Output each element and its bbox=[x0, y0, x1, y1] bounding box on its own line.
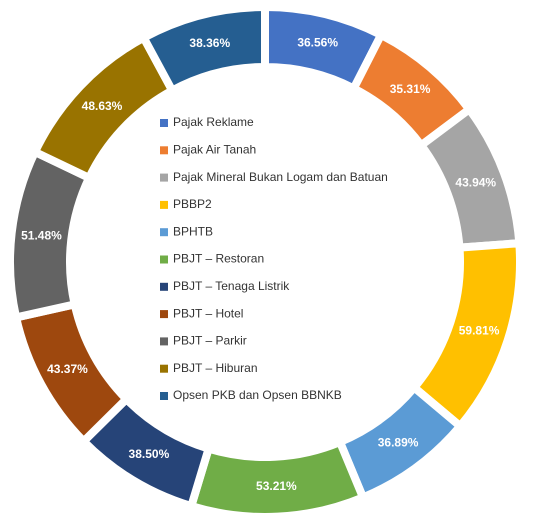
legend-label: BPHTB bbox=[173, 224, 213, 238]
legend-swatch bbox=[160, 392, 168, 400]
value-label: 38.50% bbox=[129, 447, 170, 461]
legend-label: Pajak Mineral Bukan Logam dan Batuan bbox=[173, 170, 388, 184]
legend-swatch bbox=[160, 255, 168, 264]
value-label: 36.56% bbox=[297, 35, 338, 49]
legend-swatch bbox=[160, 146, 168, 155]
legend-label: Pajak Air Tanah bbox=[173, 142, 256, 156]
legend-swatch bbox=[160, 119, 168, 127]
legend-label: PBJT – Tenaga Listrik bbox=[173, 279, 290, 293]
legend-label: PBJT – Hiburan bbox=[173, 361, 258, 375]
legend-swatch bbox=[160, 310, 168, 319]
value-label: 38.36% bbox=[189, 36, 230, 50]
value-label: 43.37% bbox=[47, 362, 88, 376]
donut-segment bbox=[138, 2, 269, 96]
value-label: 43.94% bbox=[455, 175, 496, 189]
legend-swatch bbox=[160, 282, 168, 291]
legend-swatch bbox=[160, 173, 168, 182]
legend-label: PBBP2 bbox=[173, 197, 212, 211]
legend-label: Pajak Reklame bbox=[173, 115, 254, 129]
value-label: 48.63% bbox=[82, 99, 123, 113]
legend-label: PBJT – Restoran bbox=[173, 252, 264, 266]
legend-swatch bbox=[160, 228, 168, 237]
legend-label: PBJT – Parkir bbox=[173, 334, 247, 348]
value-label: 35.31% bbox=[390, 82, 431, 96]
legend-label: PBJT – Hotel bbox=[173, 306, 243, 320]
legend-swatch bbox=[160, 200, 168, 209]
legend-label: Opsen PKB dan Opsen BBNKB bbox=[173, 388, 342, 402]
value-label: 53.21% bbox=[256, 479, 297, 493]
value-label: 51.48% bbox=[21, 229, 62, 243]
legend-swatch bbox=[160, 337, 168, 346]
legend-swatch bbox=[160, 364, 168, 373]
value-label: 59.81% bbox=[459, 323, 500, 337]
value-label: 36.89% bbox=[378, 436, 419, 450]
